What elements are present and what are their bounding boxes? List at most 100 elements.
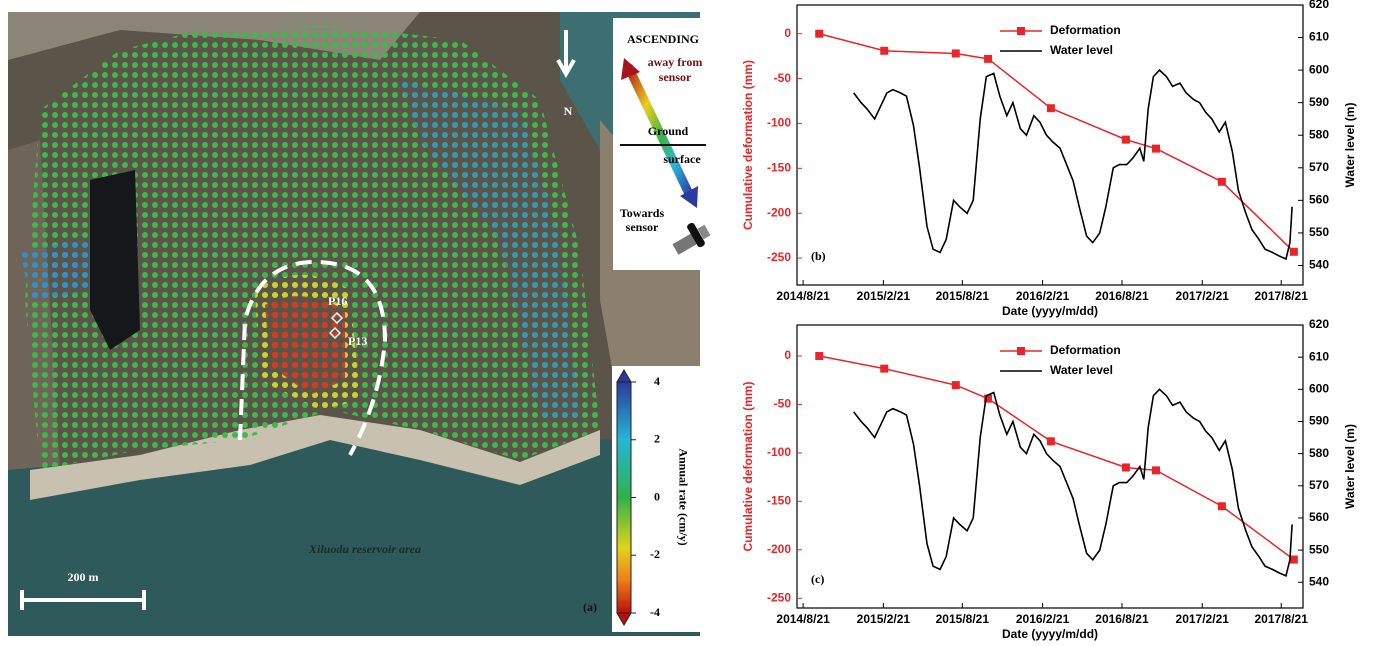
y2-tick-label: 590 xyxy=(1309,95,1329,109)
y2-tick-label: 550 xyxy=(1309,542,1329,556)
area-label: Xiluodu reservoir area xyxy=(308,542,421,556)
series-marker xyxy=(1122,463,1130,471)
point-label: P16 xyxy=(328,294,347,308)
colorbar xyxy=(617,382,631,613)
point-label: P13 xyxy=(348,334,367,348)
x-tick-label: 2015/8/21 xyxy=(936,289,990,303)
y-tick-label: -200 xyxy=(767,205,791,219)
x-tick-label: 2017/2/21 xyxy=(1176,612,1230,626)
figure: P16 P13 N 200 m Xiluodu reservoir area (… xyxy=(0,0,1387,646)
series-marker xyxy=(1152,145,1160,153)
x-tick-label: 2017/8/21 xyxy=(1254,289,1308,303)
series-marker xyxy=(1290,248,1298,256)
x-tick-label: 2014/8/21 xyxy=(776,612,830,626)
map-panel: P16 P13 N 200 m Xiluodu reservoir area (… xyxy=(8,12,710,636)
y2-tick-label: 610 xyxy=(1309,349,1329,363)
x-tick-label: 2016/8/21 xyxy=(1095,612,1149,626)
y-tick-label: -250 xyxy=(767,590,791,604)
series-marker xyxy=(1047,104,1055,112)
x-tick-label: 2016/8/21 xyxy=(1095,289,1149,303)
colorbar-tick-label: 4 xyxy=(654,374,660,388)
series-marker xyxy=(815,30,823,38)
y2-tick-label: 600 xyxy=(1309,381,1329,395)
series-line xyxy=(854,70,1292,259)
y2-tick-label: 590 xyxy=(1309,414,1329,428)
series-marker xyxy=(952,49,960,57)
y-tick-label: -100 xyxy=(767,116,791,130)
scale-label: 200 m xyxy=(68,570,99,584)
series-marker xyxy=(880,365,888,373)
x-tick-label: 2016/2/21 xyxy=(1016,289,1070,303)
y2-tick-label: 600 xyxy=(1309,62,1329,76)
series-marker xyxy=(1152,466,1160,474)
map-pond xyxy=(90,170,140,350)
y-axis-label: Cumulative deformation (mm) xyxy=(741,60,755,230)
series-line xyxy=(819,356,1294,560)
x-tick-label: 2017/8/21 xyxy=(1254,612,1308,626)
series-marker xyxy=(1047,437,1055,445)
y2-tick-label: 620 xyxy=(1309,0,1329,11)
legend-marker xyxy=(1017,27,1025,35)
panel-label: (b) xyxy=(811,249,826,263)
y-tick-label: -200 xyxy=(767,542,791,556)
y2-axis-label: Water level (m) xyxy=(1343,424,1357,509)
y2-tick-label: 540 xyxy=(1309,258,1329,272)
y-tick-label: -150 xyxy=(767,161,791,175)
series-marker xyxy=(984,55,992,63)
y2-tick-label: 580 xyxy=(1309,127,1329,141)
y2-tick-label: 560 xyxy=(1309,193,1329,207)
panel-label: (c) xyxy=(811,572,824,586)
colorbar-title: Annual rate (cm/y) xyxy=(676,448,690,545)
legend-text: Towards xyxy=(620,206,665,220)
y2-tick-label: 620 xyxy=(1309,317,1329,331)
legend-text: sensor xyxy=(626,220,659,234)
y-tick-label: 0 xyxy=(784,348,791,362)
x-tick-label: 2014/8/21 xyxy=(776,289,830,303)
x-tick-label: 2015/2/21 xyxy=(857,289,911,303)
legend-text: away from xyxy=(648,55,703,69)
x-axis-label: Date (yyyy/m/dd) xyxy=(1002,304,1098,318)
map-dots xyxy=(20,240,100,300)
chart: 2014/8/21 2015/2/21 2015/8/21 2016/2/21 2016… xyxy=(741,0,1357,318)
series-marker xyxy=(1122,136,1130,144)
colorbar-tick-label: 0 xyxy=(654,489,660,503)
y-tick-label: -150 xyxy=(767,494,791,508)
series-marker xyxy=(815,352,823,360)
y2-tick-label: 570 xyxy=(1309,478,1329,492)
y2-tick-label: 540 xyxy=(1309,574,1329,588)
x-tick-label: 2017/2/21 xyxy=(1176,289,1230,303)
x-axis-label: Date (yyyy/m/dd) xyxy=(1002,627,1098,641)
y2-tick-label: 550 xyxy=(1309,225,1329,239)
y2-tick-label: 610 xyxy=(1309,30,1329,44)
y-tick-label: -50 xyxy=(774,397,792,411)
x-tick-label: 2016/2/21 xyxy=(1016,612,1070,626)
y-axis-label: Cumulative deformation (mm) xyxy=(741,381,755,551)
legend-label: Deformation xyxy=(1050,23,1121,37)
colorbar-tick-label: -4 xyxy=(650,605,660,619)
legend-label: Water level xyxy=(1050,43,1113,57)
x-tick-label: 2015/8/21 xyxy=(936,612,990,626)
y2-tick-label: 570 xyxy=(1309,160,1329,174)
panel-label: (a) xyxy=(583,600,597,614)
series-marker xyxy=(1218,178,1226,186)
colorbar-tick-label: 2 xyxy=(654,432,660,446)
legend-text: Ground xyxy=(648,124,689,138)
y2-tick-label: 560 xyxy=(1309,510,1329,524)
legend-label: Water level xyxy=(1050,363,1113,377)
series-marker xyxy=(952,381,960,389)
north-label: N xyxy=(564,104,573,118)
colorbar-tick-label: -2 xyxy=(650,547,660,561)
legend-title: ASCENDING xyxy=(627,32,699,46)
y-tick-label: -50 xyxy=(774,71,792,85)
y-tick-label: -100 xyxy=(767,445,791,459)
series-marker xyxy=(1218,502,1226,510)
series-marker xyxy=(1290,556,1298,564)
series-line xyxy=(819,34,1294,252)
legend-label: Deformation xyxy=(1050,343,1121,357)
page: { "map": { "legend": { "title": "ASCENDI… xyxy=(0,0,1387,646)
y-tick-label: -250 xyxy=(767,250,791,264)
legend-marker xyxy=(1017,347,1025,355)
series-marker xyxy=(880,47,888,55)
series-line xyxy=(854,389,1292,576)
